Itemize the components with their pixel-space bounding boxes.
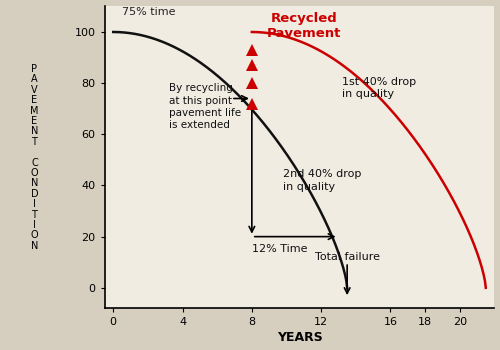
Text: Total failure: Total failure (314, 252, 380, 262)
Text: P
A
V
E
M
E
N
T
 
C
O
N
D
I
T
I
O
N: P A V E M E N T C O N D I T I O N (30, 64, 38, 251)
Text: 2nd 40% drop
in quality: 2nd 40% drop in quality (283, 169, 362, 191)
X-axis label: YEARS: YEARS (276, 331, 322, 344)
Text: 1st 40% drop
in quality: 1st 40% drop in quality (342, 77, 416, 99)
Text: 75% time: 75% time (122, 7, 176, 17)
Text: Recycled
Pavement: Recycled Pavement (266, 12, 341, 40)
Text: 12% Time: 12% Time (252, 244, 308, 254)
Text: By recycling
at this point
pavement life
is extended: By recycling at this point pavement life… (168, 83, 241, 130)
